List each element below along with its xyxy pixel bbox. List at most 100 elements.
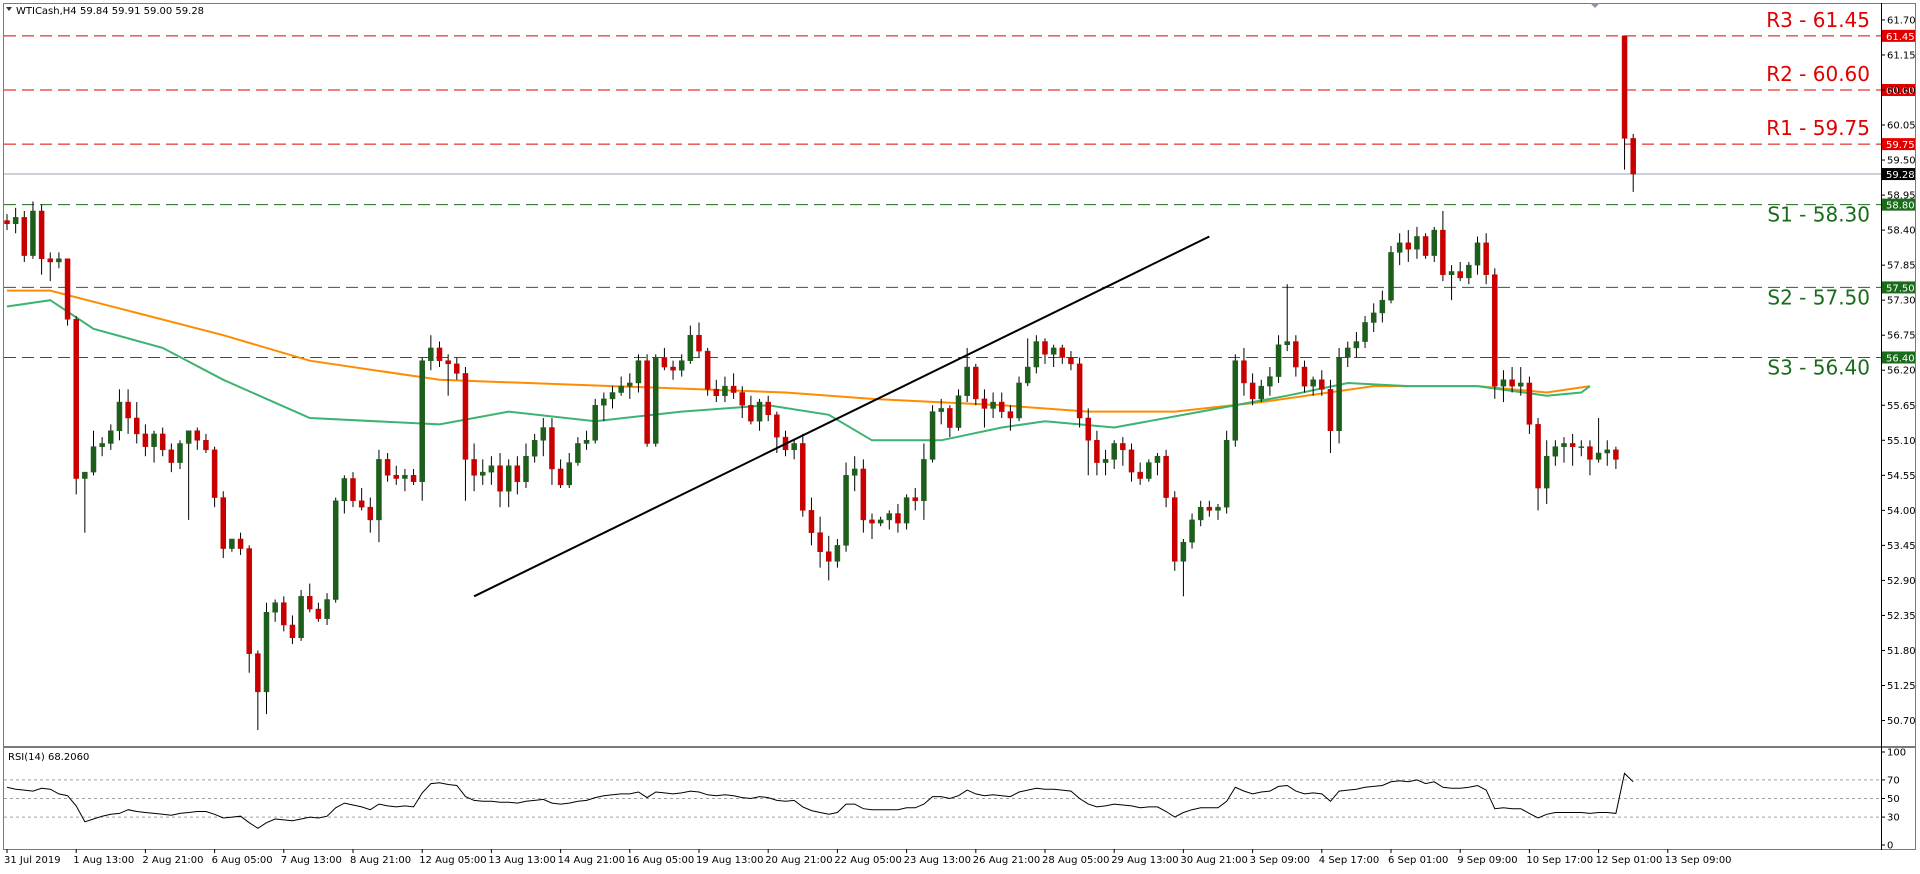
candle-bear <box>704 350 711 390</box>
price-axis: 61.70 61.15 60.60 60.05 59.50 58.95 58.40 57.85… <box>1881 15 1916 727</box>
candle-bear <box>462 373 469 460</box>
candle-bull <box>1197 506 1204 521</box>
candle-bull <box>1223 440 1230 508</box>
time-tick-label: 26 Aug 21:00 <box>973 855 1040 866</box>
level-price-tag <box>1882 351 1915 364</box>
price-tick-label: 56.75 <box>1887 331 1916 342</box>
candle-bear <box>800 443 806 511</box>
candle-bear <box>999 401 1005 412</box>
candle-bear <box>661 357 668 368</box>
time-tick-label: 23 Aug 13:00 <box>904 855 971 866</box>
candle-bear <box>1587 446 1593 460</box>
candle-bull <box>1033 341 1040 368</box>
candle-bull <box>929 411 936 460</box>
candle-bear <box>1405 242 1412 250</box>
candle-bull <box>1414 236 1420 250</box>
time-tick-label: 14 Aug 21:00 <box>558 855 625 866</box>
candle-bull <box>116 401 123 431</box>
candle-bear <box>384 459 391 476</box>
candle-bear <box>73 319 79 479</box>
candlesticks <box>4 35 1636 731</box>
candle-bull <box>851 468 858 476</box>
rsi-tick-label: 100 <box>1887 748 1906 759</box>
candle-bear <box>1492 274 1498 387</box>
price-tick-label: 60.05 <box>1887 121 1916 132</box>
candle-bull <box>1310 379 1316 387</box>
price-tick-label: 54.55 <box>1887 471 1916 482</box>
candle-bear <box>549 427 555 470</box>
candle-bear <box>1319 379 1325 390</box>
candle-bear <box>1163 455 1169 498</box>
candle-bear <box>1241 360 1247 384</box>
candle-bull <box>1595 452 1602 460</box>
candle-bear <box>1569 443 1576 447</box>
candle-bull <box>678 360 685 371</box>
candle-bull <box>1215 506 1221 511</box>
candle-bull <box>722 385 728 396</box>
candle-bear <box>1457 271 1463 279</box>
price-tick-label: 59.50 <box>1887 156 1916 167</box>
candle-bear <box>826 551 832 562</box>
candle-bull <box>877 519 884 524</box>
candle-bull <box>12 217 19 224</box>
moving-averages <box>6 289 1591 442</box>
time-tick-label: 12 Sep 01:00 <box>1596 855 1663 866</box>
candle-bear <box>350 478 356 502</box>
price-tick-label: 55.10 <box>1887 436 1916 447</box>
candle-bear <box>1085 417 1091 441</box>
level-label: S1 - 58.30 <box>1767 203 1870 227</box>
candle-bear <box>981 398 988 409</box>
time-tick-label: 12 Aug 05:00 <box>419 855 486 866</box>
candle-bull <box>1154 455 1161 463</box>
candle-bear <box>1249 382 1256 400</box>
time-tick-label: 2 Aug 21:00 <box>142 855 203 866</box>
candle-bear <box>1068 357 1074 365</box>
dropdown-triangle-icon[interactable] <box>6 7 12 11</box>
candle-bull <box>1232 360 1239 441</box>
level-label: R1 - 59.75 <box>1766 116 1870 140</box>
current-price-tag-text: 59.28 <box>1886 170 1915 181</box>
candle-bear <box>393 475 399 479</box>
candle-bear <box>237 538 244 549</box>
candle-bear <box>220 497 226 549</box>
candle-bull <box>99 443 105 447</box>
candle-bear <box>1128 449 1135 473</box>
time-tick-label: 28 Aug 05:00 <box>1042 855 1109 866</box>
candle-bear <box>947 408 953 428</box>
candle-bear <box>1621 35 1628 139</box>
time-tick-label: 7 Aug 13:00 <box>281 855 342 866</box>
rsi-axis: 100 70 50 30 0 <box>1881 748 1906 852</box>
candle-bull <box>376 459 382 521</box>
candle-bear <box>1483 242 1489 275</box>
candle-bear <box>454 363 460 374</box>
price-tick-label: 57.85 <box>1887 261 1916 272</box>
candle-bear <box>748 405 754 422</box>
level-price-tag <box>1882 138 1915 151</box>
candle-bull <box>272 602 278 613</box>
candle-bear <box>436 347 443 361</box>
level-label: R2 - 60.60 <box>1766 62 1870 86</box>
candle-bull <box>324 599 330 619</box>
time-tick-label: 29 Aug 13:00 <box>1111 855 1178 866</box>
candle-bear <box>367 506 374 521</box>
candle-bull <box>1353 341 1360 349</box>
chart-shift-marker-icon[interactable] <box>1590 3 1600 8</box>
price-tick-label: 60.60 <box>1887 85 1916 96</box>
candle-bear <box>1137 471 1143 479</box>
candle-bull <box>263 611 270 693</box>
candle-bull <box>903 497 910 524</box>
candle-bear <box>134 417 140 435</box>
candle-bull <box>341 478 348 502</box>
candle-bear <box>194 430 201 441</box>
time-tick-label: 9 Sep 09:00 <box>1457 855 1517 866</box>
time-tick-label: 1 Aug 13:00 <box>73 855 134 866</box>
price-panel-frame <box>3 3 1916 747</box>
candle-bull <box>1180 541 1187 562</box>
time-tick-label: 16 Aug 05:00 <box>627 855 694 866</box>
candle-bull <box>1102 459 1109 463</box>
candle-bull <box>990 401 996 409</box>
candle-bull <box>687 334 694 361</box>
candle-bull <box>566 462 572 486</box>
candle-bear <box>912 497 918 502</box>
